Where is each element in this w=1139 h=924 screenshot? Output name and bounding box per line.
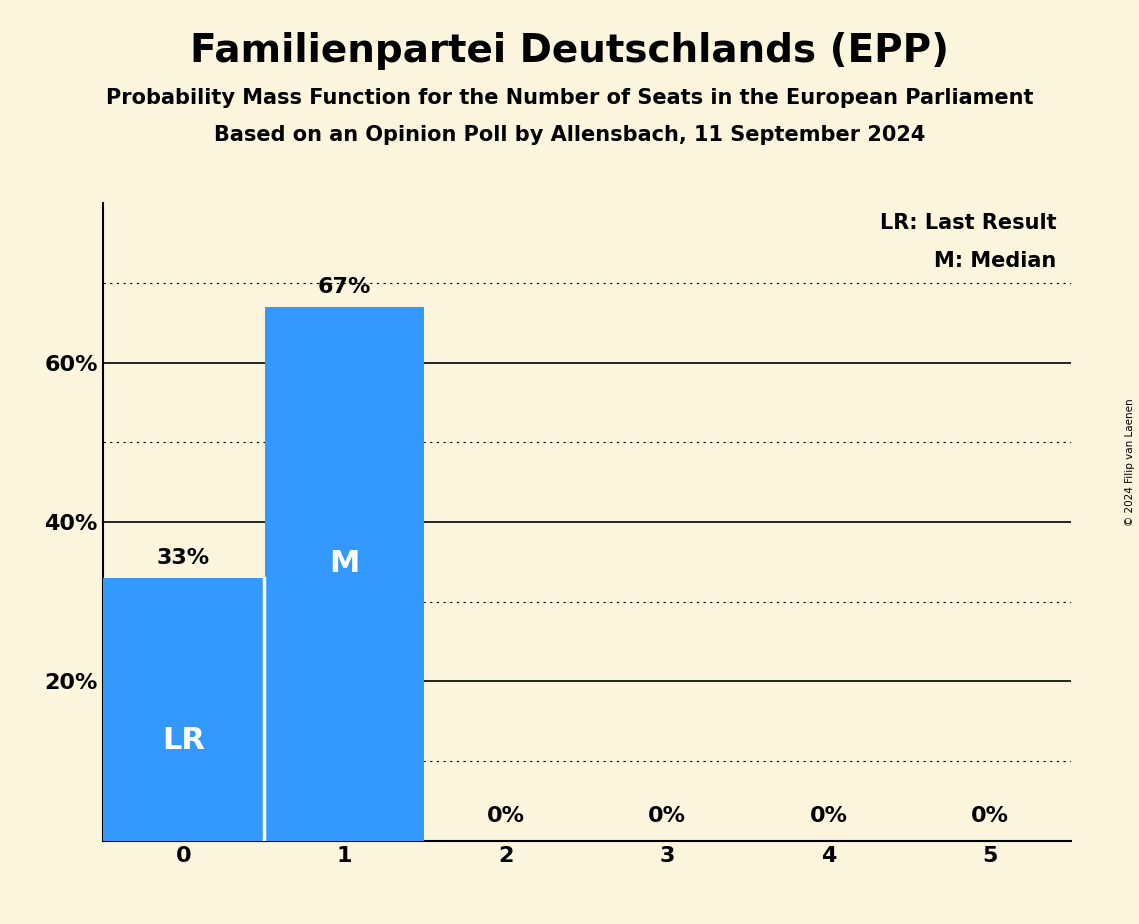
Text: LR: Last Result: LR: Last Result [879,213,1056,233]
Text: Based on an Opinion Poll by Allensbach, 11 September 2024: Based on an Opinion Poll by Allensbach, … [214,125,925,145]
Text: 33%: 33% [157,548,210,568]
Text: Probability Mass Function for the Number of Seats in the European Parliament: Probability Mass Function for the Number… [106,88,1033,108]
Text: 0%: 0% [486,807,525,826]
Text: 0%: 0% [648,807,687,826]
Text: 0%: 0% [810,807,847,826]
Bar [104,578,263,841]
Text: LR: LR [162,726,205,756]
Bar [264,307,425,841]
Text: 67%: 67% [318,277,371,298]
Text: Familienpartei Deutschlands (EPP): Familienpartei Deutschlands (EPP) [190,32,949,70]
Text: M: Median: M: Median [934,251,1056,271]
Text: M: M [329,549,360,578]
Text: © 2024 Filip van Laenen: © 2024 Filip van Laenen [1125,398,1134,526]
Text: 0%: 0% [970,807,1009,826]
